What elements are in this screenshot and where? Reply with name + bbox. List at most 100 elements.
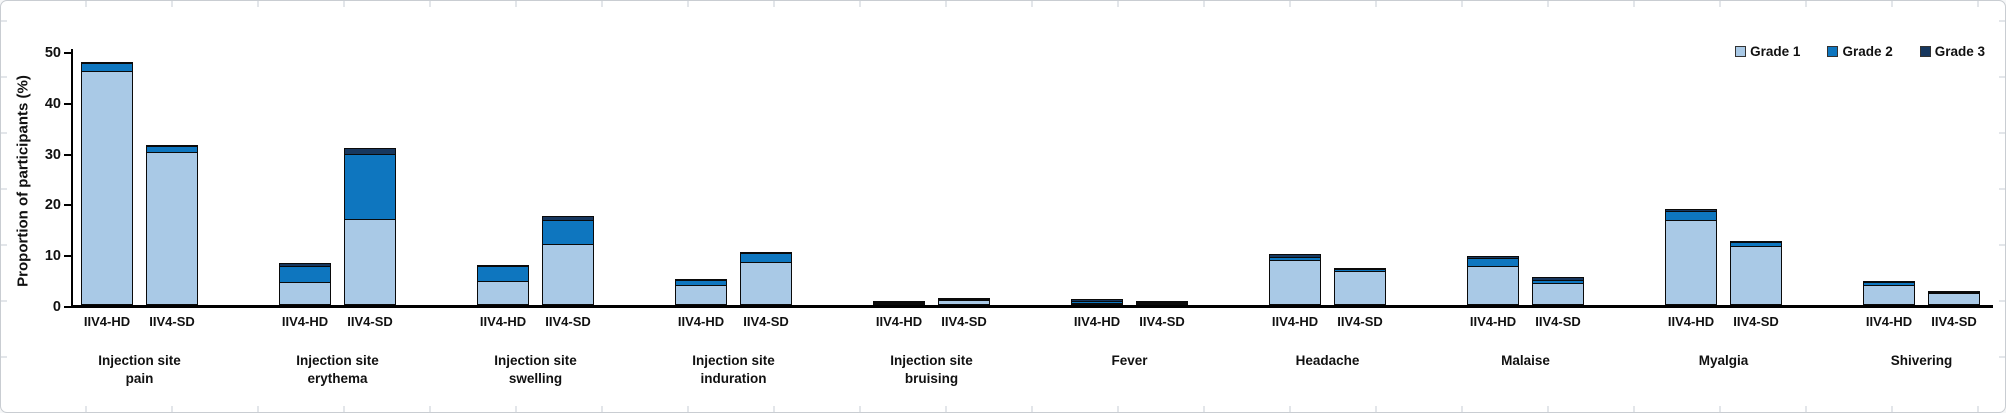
stacked-bar-headache-iiv4-sd <box>1334 268 1386 305</box>
category-label-shivering: Shivering <box>1890 353 1953 368</box>
segment-grade-3 <box>279 263 331 266</box>
segment-grade-2 <box>1730 242 1782 247</box>
stacked-bar-headache-iiv4-hd <box>1269 254 1321 305</box>
legend-item-grade-3: Grade 3 <box>1919 44 1985 59</box>
stacked-bar-injection-site-induration-iiv4-sd <box>740 251 792 305</box>
segment-grade-3 <box>873 300 925 302</box>
segment-grade-1 <box>1334 271 1386 305</box>
arm-label-iiv4-sd-myalgia: IIV4-SD <box>1733 314 1779 329</box>
category-label-injection-site-pain: Injection site pain <box>98 353 181 386</box>
stacked-bar-injection-site-erythema-iiv4-hd <box>279 263 331 305</box>
stacked-bar-fever-iiv4-hd <box>1071 299 1123 305</box>
stacked-bar-shivering-iiv4-sd <box>1928 291 1980 305</box>
arm-label-iiv4-hd-injection-site-bruising: IIV4-HD <box>875 314 923 329</box>
gridline-remnant-right <box>1999 1 2005 412</box>
y-tick-20 <box>64 204 72 207</box>
segment-grade-3 <box>675 279 727 281</box>
legend-swatch-grade-1-icon <box>1735 46 1747 57</box>
segment-grade-2 <box>1136 302 1188 303</box>
segment-grade-1 <box>344 219 396 305</box>
segment-grade-1 <box>873 302 925 305</box>
segment-grade-3 <box>477 264 529 267</box>
legend-label-grade-2: Grade 2 <box>1842 44 1893 59</box>
segment-grade-2 <box>542 220 594 245</box>
segment-grade-3 <box>1863 280 1915 282</box>
segment-grade-1 <box>1136 303 1188 305</box>
arm-label-iiv4-hd-myalgia: IIV4-HD <box>1667 314 1715 329</box>
gridline-remnant-left <box>1 1 7 412</box>
stacked-bar-myalgia-iiv4-sd <box>1730 241 1782 305</box>
legend-label-grade-3: Grade 3 <box>1934 44 1985 59</box>
stacked-bar-injection-site-pain-iiv4-sd <box>146 145 198 305</box>
legend-swatch-grade-2-icon <box>1827 46 1839 57</box>
segment-grade-3 <box>1071 299 1123 301</box>
category-label-headache: Headache <box>1295 353 1360 368</box>
legend-label-grade-1: Grade 1 <box>1750 44 1801 59</box>
y-tick-40 <box>64 102 72 105</box>
arm-label-iiv4-sd-shivering: IIV4-SD <box>1931 314 1977 329</box>
segment-grade-2 <box>1467 257 1519 266</box>
y-tick-label-30: 30 <box>44 146 61 163</box>
y-tick-50 <box>64 52 72 54</box>
segment-grade-1 <box>542 244 594 305</box>
x-axis <box>72 305 1993 308</box>
arm-label-iiv4-hd-malaise: IIV4-HD <box>1469 314 1517 329</box>
segment-grade-1 <box>1863 285 1915 305</box>
y-tick-label-40: 40 <box>44 95 61 112</box>
segment-grade-2 <box>675 280 727 285</box>
segment-grade-2 <box>1863 281 1915 286</box>
arm-label-iiv4-sd-injection-site-induration: IIV4-SD <box>743 314 789 329</box>
segment-grade-2 <box>81 63 133 72</box>
segment-grade-1 <box>1269 259 1321 305</box>
segment-grade-1 <box>1071 303 1123 305</box>
segment-grade-1 <box>1665 220 1717 305</box>
y-tick-30 <box>64 153 72 156</box>
category-label-malaise: Malaise <box>1501 353 1550 368</box>
segment-grade-3 <box>938 297 990 299</box>
arm-label-iiv4-hd-injection-site-swelling: IIV4-HD <box>479 314 527 329</box>
legend: Grade 1 Grade 2 Grade 3 <box>1735 44 1985 59</box>
segment-grade-2 <box>477 266 529 282</box>
stacked-bar-shivering-iiv4-hd <box>1863 280 1915 305</box>
category-label-fever: Fever <box>1111 353 1148 368</box>
arm-label-iiv4-hd-injection-site-pain: IIV4-HD <box>83 314 131 329</box>
segment-grade-2 <box>1269 256 1321 260</box>
arm-label-iiv4-sd-malaise: IIV4-SD <box>1535 314 1581 329</box>
arm-label-iiv4-hd-headache: IIV4-HD <box>1271 314 1319 329</box>
stacked-bar-injection-site-swelling-iiv4-hd <box>477 264 529 305</box>
legend-item-grade-1: Grade 1 <box>1735 44 1800 59</box>
segment-grade-1 <box>1928 293 1980 305</box>
category-label-injection-site-induration: Injection site induration <box>692 353 775 386</box>
segment-grade-2 <box>938 298 990 300</box>
arm-label-iiv4-hd-injection-site-erythema: IIV4-HD <box>281 314 329 329</box>
segment-grade-3 <box>344 147 396 155</box>
category-label-myalgia: Myalgia <box>1698 353 1749 368</box>
segment-grade-3 <box>1136 301 1188 302</box>
segment-grade-2 <box>1928 292 1980 294</box>
segment-grade-1 <box>477 281 529 305</box>
segment-grade-3 <box>1334 268 1386 270</box>
arm-label-iiv4-hd-shivering: IIV4-HD <box>1865 314 1913 329</box>
segment-grade-2 <box>146 146 198 152</box>
arm-label-iiv4-sd-injection-site-swelling: IIV4-SD <box>545 314 591 329</box>
arm-label-iiv4-hd-fever: IIV4-HD <box>1073 314 1121 329</box>
arm-label-iiv4-sd-injection-site-pain: IIV4-SD <box>149 314 195 329</box>
segment-grade-2 <box>1334 269 1386 272</box>
segment-grade-3 <box>740 251 792 253</box>
gridline-remnant-bottom <box>1 406 2005 412</box>
y-tick-label-10: 10 <box>44 248 61 265</box>
segment-grade-1 <box>1532 283 1584 305</box>
y-tick-label-0: 0 <box>52 299 61 315</box>
segment-grade-1 <box>675 284 727 305</box>
arm-label-iiv4-sd-injection-site-erythema: IIV4-SD <box>347 314 393 329</box>
stacked-bar-malaise-iiv4-sd <box>1532 277 1584 305</box>
segment-grade-2 <box>344 154 396 220</box>
segment-grade-3 <box>1532 277 1584 281</box>
segment-grade-2 <box>1665 211 1717 221</box>
segment-grade-1 <box>740 261 792 305</box>
stacked-bar-injection-site-pain-iiv4-hd <box>81 62 133 305</box>
gridline-remnant-top <box>1 1 2005 7</box>
segment-grade-1 <box>1467 265 1519 305</box>
arm-label-iiv4-hd-injection-site-induration: IIV4-HD <box>677 314 725 329</box>
